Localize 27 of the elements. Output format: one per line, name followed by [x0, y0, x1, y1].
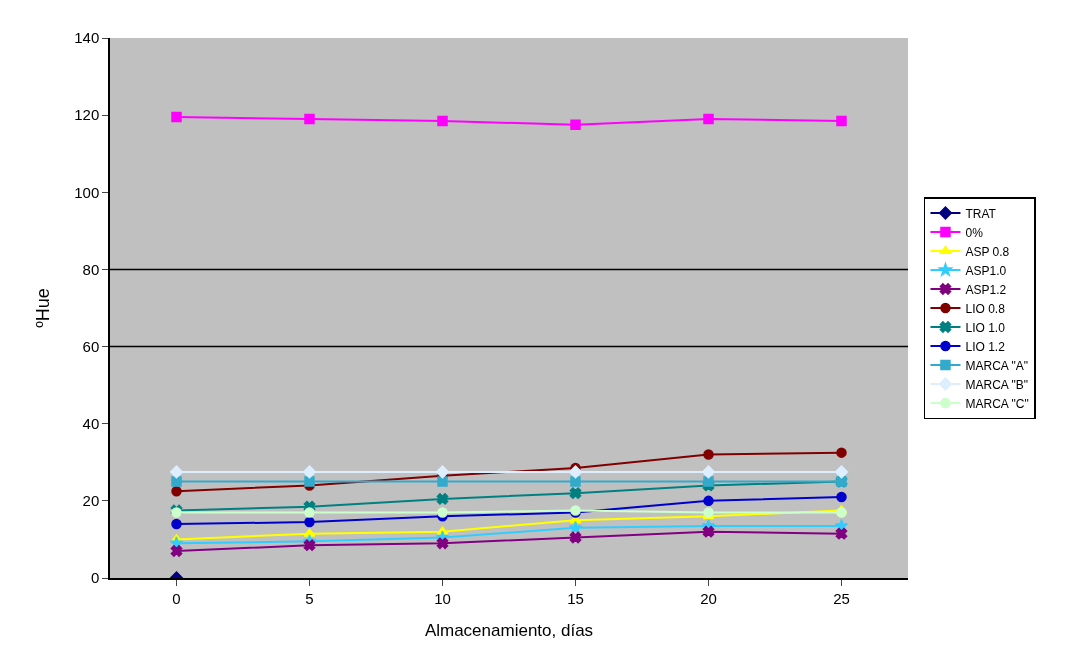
- y-tick-label: 20: [82, 492, 100, 510]
- y-tick-label: 80: [82, 260, 100, 278]
- y-axis-title: ºHue: [32, 288, 53, 328]
- y-tick-label: 0: [90, 569, 100, 587]
- x-tick-label: 10: [434, 589, 451, 607]
- legend-label: TRAT: [965, 206, 997, 221]
- legend-label: ASP1.2: [965, 282, 1007, 297]
- x-tick-label: 0: [172, 589, 181, 607]
- legend-label: ASP1.0: [965, 263, 1007, 278]
- y-tick-label: 140: [74, 29, 100, 47]
- legend-label: LIO 0.8: [965, 301, 1006, 316]
- x-axis-title: Almacenamiento, días: [424, 620, 594, 640]
- legend-label: 0%: [965, 225, 984, 240]
- x-tick-label: 25: [833, 589, 850, 607]
- legend-label: ASP 0.8: [965, 244, 1010, 259]
- x-tick-label: 20: [700, 589, 717, 607]
- legend-label: LIO 1.2: [965, 339, 1006, 354]
- y-tick-label: 60: [82, 337, 100, 355]
- legend-label: MARCA "A": [965, 358, 1028, 373]
- legend-label: MARCA "C": [965, 396, 1029, 411]
- x-tick-label: 5: [305, 589, 314, 607]
- y-tick-label: 40: [82, 414, 100, 432]
- legend-label: MARCA "B": [965, 377, 1028, 392]
- y-tick-label: 120: [74, 106, 100, 124]
- legend-label: LIO 1.0: [965, 320, 1006, 335]
- y-tick-label: 100: [74, 183, 100, 201]
- x-tick-label: 15: [567, 589, 584, 607]
